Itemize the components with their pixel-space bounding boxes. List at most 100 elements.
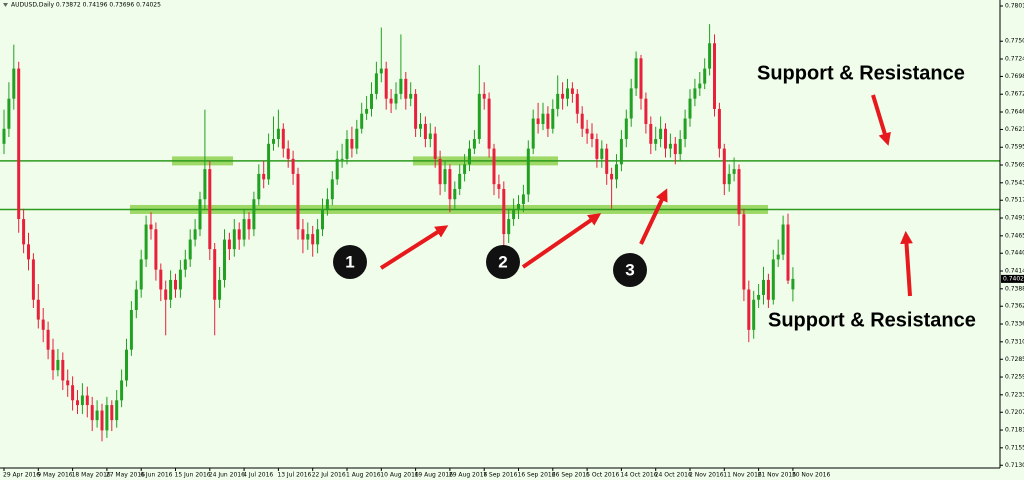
- candle-body: [149, 224, 153, 230]
- candle-body: [51, 349, 55, 371]
- marker-circle: [333, 245, 367, 279]
- y-tick-label: 0.72330: [1005, 391, 1024, 398]
- x-tick-label: 10 Aug 2016: [380, 472, 419, 479]
- candle-body: [585, 128, 589, 134]
- y-tick-label: 0.76985: [1005, 73, 1024, 80]
- candle-body: [487, 98, 491, 149]
- candle-body: [526, 148, 530, 195]
- candle-body: [414, 93, 418, 129]
- y-tick-label: 0.75175: [1005, 197, 1024, 204]
- y-tick-label: 0.72075: [1005, 409, 1024, 416]
- candle-body: [213, 249, 217, 300]
- candle-body: [776, 254, 780, 260]
- candle-body: [399, 78, 403, 94]
- candle-body: [316, 229, 320, 245]
- candle-body: [713, 43, 716, 109]
- candle-body: [90, 405, 94, 421]
- candle-body: [223, 239, 226, 280]
- candle-body: [443, 169, 447, 185]
- candle-body: [561, 93, 565, 99]
- candle-body: [644, 98, 648, 124]
- annotation: Support & Resistance: [757, 62, 965, 84]
- levels: [0, 160, 1000, 211]
- candle-body: [281, 128, 285, 149]
- candle-body: [237, 229, 241, 240]
- candle-body: [673, 143, 677, 155]
- candle-body: [482, 93, 486, 99]
- price-label: 0.74025: [1003, 275, 1024, 282]
- candle-body: [384, 68, 388, 99]
- candle-body: [22, 219, 26, 245]
- candle-body: [737, 169, 741, 215]
- candle-body: [129, 310, 133, 350]
- candle-body: [517, 204, 520, 210]
- x-tick-label: 21 Nov 2016: [758, 472, 797, 479]
- candles: [2, 24, 795, 442]
- y-tick-label: 0.75690: [1005, 162, 1024, 169]
- candle-body: [659, 128, 663, 140]
- x-tick-label: 24 Oct 2016: [655, 472, 692, 479]
- candle-body: [433, 133, 437, 159]
- candle-body: [110, 405, 114, 421]
- arrow: [521, 213, 602, 269]
- candle-body: [262, 173, 266, 180]
- candle-body: [394, 93, 398, 104]
- candle-body: [419, 123, 422, 129]
- candle-body: [272, 139, 275, 144]
- candle-body: [521, 194, 525, 204]
- candle-body: [41, 319, 45, 330]
- y-tick-label: 0.74400: [1005, 250, 1024, 257]
- candle-body: [786, 224, 790, 281]
- candle-body: [468, 148, 471, 165]
- candle-body: [193, 229, 197, 240]
- candle-body: [370, 93, 373, 109]
- candle-body: [242, 219, 246, 240]
- candle-body: [159, 269, 163, 290]
- candle-body: [134, 289, 138, 311]
- candle-body: [531, 118, 535, 149]
- candle-body: [536, 118, 540, 124]
- candle-body: [766, 279, 770, 300]
- candle-body: [120, 380, 124, 401]
- candle-body: [7, 98, 11, 129]
- candle-body: [732, 169, 736, 174]
- arrow: [900, 230, 913, 297]
- candle-body: [276, 128, 280, 140]
- candle-body: [556, 93, 560, 109]
- candle-body: [350, 139, 354, 149]
- y-tick-label: 0.71815: [1005, 427, 1024, 434]
- x-tick-label: 29 Aug 2016: [449, 472, 488, 479]
- candle-body: [727, 173, 731, 185]
- candle-body: [311, 234, 315, 245]
- candle-body: [218, 279, 222, 300]
- y-tick-label: 0.75430: [1005, 179, 1024, 186]
- y-tick-label: 0.74655: [1005, 232, 1024, 239]
- x-tick-label: 2 Nov 2016: [689, 472, 724, 479]
- candle-body: [174, 279, 177, 290]
- candle-body: [404, 78, 408, 99]
- y-tick-label: 0.77240: [1005, 56, 1024, 63]
- candle-body: [12, 68, 16, 99]
- candle-body: [428, 133, 432, 140]
- y-tick-label: 0.72850: [1005, 356, 1024, 363]
- arrow: [871, 94, 891, 146]
- candle-body: [198, 199, 202, 230]
- candle-body: [752, 299, 756, 330]
- x-tick-label: 11 Nov 2016: [723, 472, 762, 479]
- candle-body: [36, 299, 40, 320]
- candle-body: [355, 128, 359, 149]
- candle-body: [507, 219, 511, 235]
- candle-body: [374, 73, 378, 94]
- candle-body: [619, 139, 623, 165]
- y-tick-label: 0.71300: [1005, 462, 1024, 469]
- x-tick-label: 15 Jun 2016: [175, 472, 211, 479]
- candle-body: [595, 139, 599, 159]
- y-tick-label: 0.73105: [1005, 338, 1024, 345]
- marker-circle: [613, 253, 647, 287]
- candle-body: [321, 209, 324, 230]
- y-tick-label: 0.73625: [1005, 303, 1024, 310]
- x-tick-label: 16 Sep 2016: [518, 472, 556, 479]
- candle-body: [178, 269, 182, 290]
- x-tick-label: 7 Sep 2016: [483, 472, 517, 479]
